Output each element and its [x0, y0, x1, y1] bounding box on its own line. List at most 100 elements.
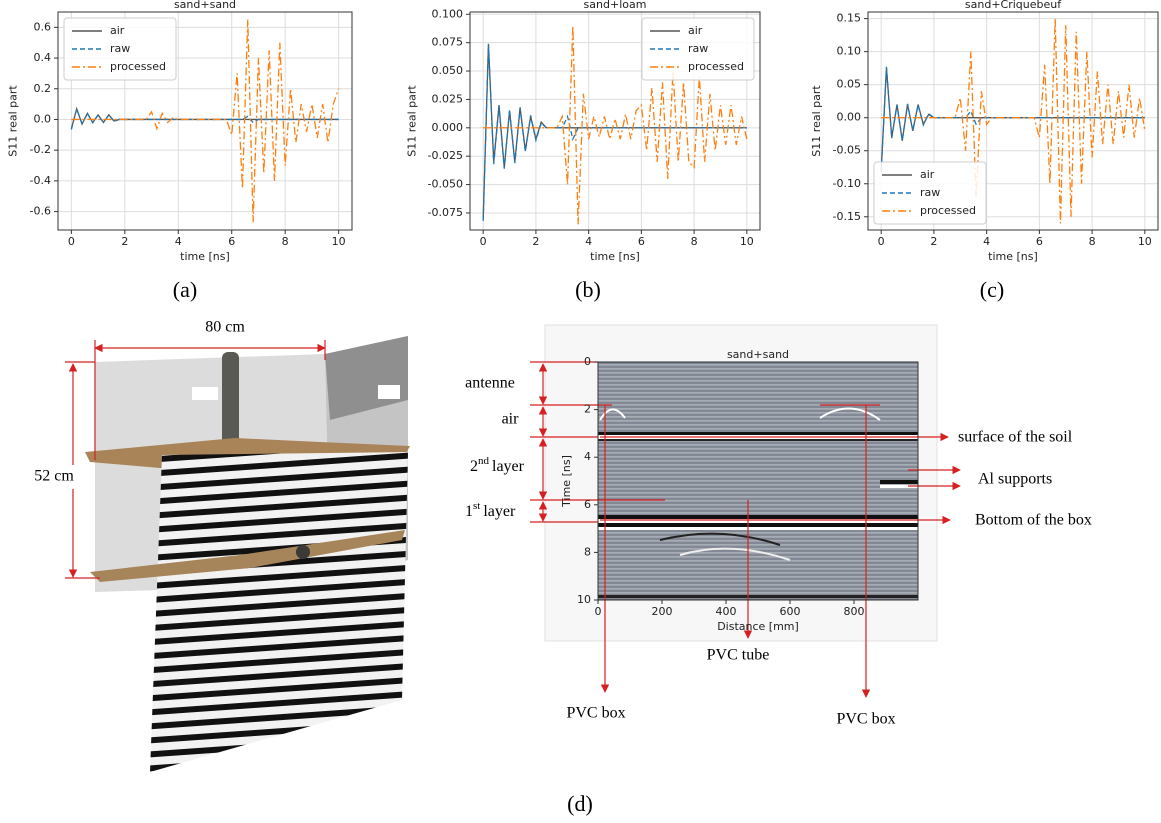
- legend: air raw processed: [63, 17, 177, 81]
- y-tick-label: 0.4: [34, 51, 52, 64]
- x-tick-label: 4: [175, 235, 182, 248]
- feature-label: Al supports: [978, 471, 1052, 488]
- x-tick-label: 8: [282, 235, 289, 248]
- x-tick-label: 0: [480, 235, 487, 248]
- plot-frame: [469, 11, 761, 231]
- width-label: 80 cm: [205, 319, 245, 336]
- y-axis-label: S11 real part: [7, 85, 20, 157]
- series-line: [70, 106, 339, 130]
- y-tick-label: 10: [577, 593, 591, 606]
- plot-frame: [57, 11, 353, 231]
- y-tick-label: 6: [584, 498, 591, 511]
- y-tick-label: 0.05: [837, 78, 862, 91]
- y-tick-label: -0.4: [30, 174, 51, 187]
- y-tick-label: -0.025: [428, 149, 463, 162]
- y-tick-label: -0.075: [428, 206, 463, 219]
- x-tick-label: 6: [1036, 235, 1043, 248]
- y-tick-label: -0.6: [30, 205, 51, 218]
- x-tick-label: 8: [1089, 235, 1096, 248]
- x-tick-label: 8: [691, 235, 698, 248]
- layer-label: 1st layer: [465, 500, 516, 520]
- plot-frame: [867, 11, 1159, 231]
- chart-title: sand+loam: [584, 0, 647, 11]
- y-tick-label: 0.000: [432, 121, 464, 134]
- panel-label: (c): [980, 277, 1004, 302]
- legend-label: raw: [110, 42, 130, 55]
- target-label: PVC box: [566, 705, 625, 722]
- x-tick-label: 6: [228, 235, 235, 248]
- box-model: [65, 336, 410, 772]
- legend: air raw processed: [873, 161, 987, 225]
- plot-frame: [597, 361, 919, 601]
- x-tick-label: 0: [68, 235, 75, 248]
- x-tick-label: 200: [652, 605, 673, 618]
- feature-label: surface of the soil: [958, 429, 1073, 446]
- x-tick-label: 10: [1138, 235, 1152, 248]
- chart-title: sand+Criquebeuf: [965, 0, 1062, 11]
- x-tick-label: 2: [930, 235, 937, 248]
- y-tick-label: -0.10: [833, 177, 861, 190]
- legend-label: raw: [920, 186, 940, 199]
- legend-box: [641, 17, 755, 81]
- x-tick-label: 0: [878, 235, 885, 248]
- panel-label: (a): [173, 277, 197, 302]
- x-axis-label: time [ns]: [180, 250, 230, 263]
- x-axis-label: time [ns]: [590, 250, 640, 263]
- y-axis-label: Time [ns]: [560, 455, 573, 508]
- x-tick-label: 6: [638, 235, 645, 248]
- chart-title: sand+sand: [174, 0, 236, 11]
- chart-title: sand+sand: [727, 348, 789, 361]
- legend-box: [873, 161, 987, 225]
- x-axis-label: Distance [mm]: [717, 620, 799, 633]
- legend-label: raw: [688, 42, 708, 55]
- x-tick-label: 2: [532, 235, 539, 248]
- legend-box: [63, 17, 177, 81]
- x-tick-label: 10: [740, 235, 754, 248]
- x-tick-label: 4: [983, 235, 990, 248]
- y-tick-label: 0.050: [432, 64, 464, 77]
- x-tick-label: 800: [844, 605, 865, 618]
- y-tick-label: -0.15: [833, 210, 861, 223]
- height-label: 52 cm: [34, 468, 74, 485]
- panel-label: (b): [575, 277, 601, 302]
- series-line: [71, 19, 340, 223]
- series-line: [881, 18, 1146, 224]
- x-tick-label: 600: [780, 605, 801, 618]
- layer-label: antenne: [465, 375, 515, 392]
- y-tick-label: 0: [584, 355, 591, 368]
- y-tick-label: 0.6: [34, 20, 52, 33]
- y-tick-label: 0.00: [837, 111, 862, 124]
- x-axis-label: time [ns]: [988, 250, 1038, 263]
- y-tick-label: 0.15: [837, 12, 862, 25]
- y-tick-label: -0.2: [30, 143, 51, 156]
- target-label: PVC tube: [707, 647, 770, 664]
- layer-label: 2nd layer: [470, 455, 525, 475]
- legend-label: processed: [688, 60, 744, 73]
- x-tick-label: 10: [332, 235, 346, 248]
- y-tick-label: 0.100: [432, 7, 464, 20]
- y-axis-label: S11 real part: [405, 85, 418, 157]
- feature-label: Bottom of the box: [975, 512, 1092, 529]
- legend-label: air: [688, 24, 703, 37]
- target-label: PVC box: [836, 711, 895, 728]
- x-tick-label: 400: [716, 605, 737, 618]
- series-line: [483, 25, 748, 225]
- legend-label: processed: [110, 60, 166, 73]
- x-tick-label: 0: [595, 605, 602, 618]
- x-tick-label: 4: [585, 235, 592, 248]
- layer-label: air: [502, 411, 520, 428]
- y-tick-label: 0.075: [432, 36, 464, 49]
- y-tick-label: 4: [584, 450, 591, 463]
- annotation-lines: [530, 361, 961, 698]
- y-tick-label: 0.10: [837, 45, 862, 58]
- y-tick-label: 2: [584, 403, 591, 416]
- radargram-image: [598, 362, 918, 600]
- y-axis-label: S11 real part: [810, 85, 823, 157]
- y-tick-label: 0.2: [34, 82, 52, 95]
- panel-label: (d): [567, 791, 593, 816]
- series-line: [482, 43, 747, 221]
- y-tick-label: 0.0: [34, 112, 52, 125]
- y-tick-label: -0.05: [833, 144, 861, 157]
- x-tick-label: 2: [121, 235, 128, 248]
- y-tick-label: 8: [584, 545, 591, 558]
